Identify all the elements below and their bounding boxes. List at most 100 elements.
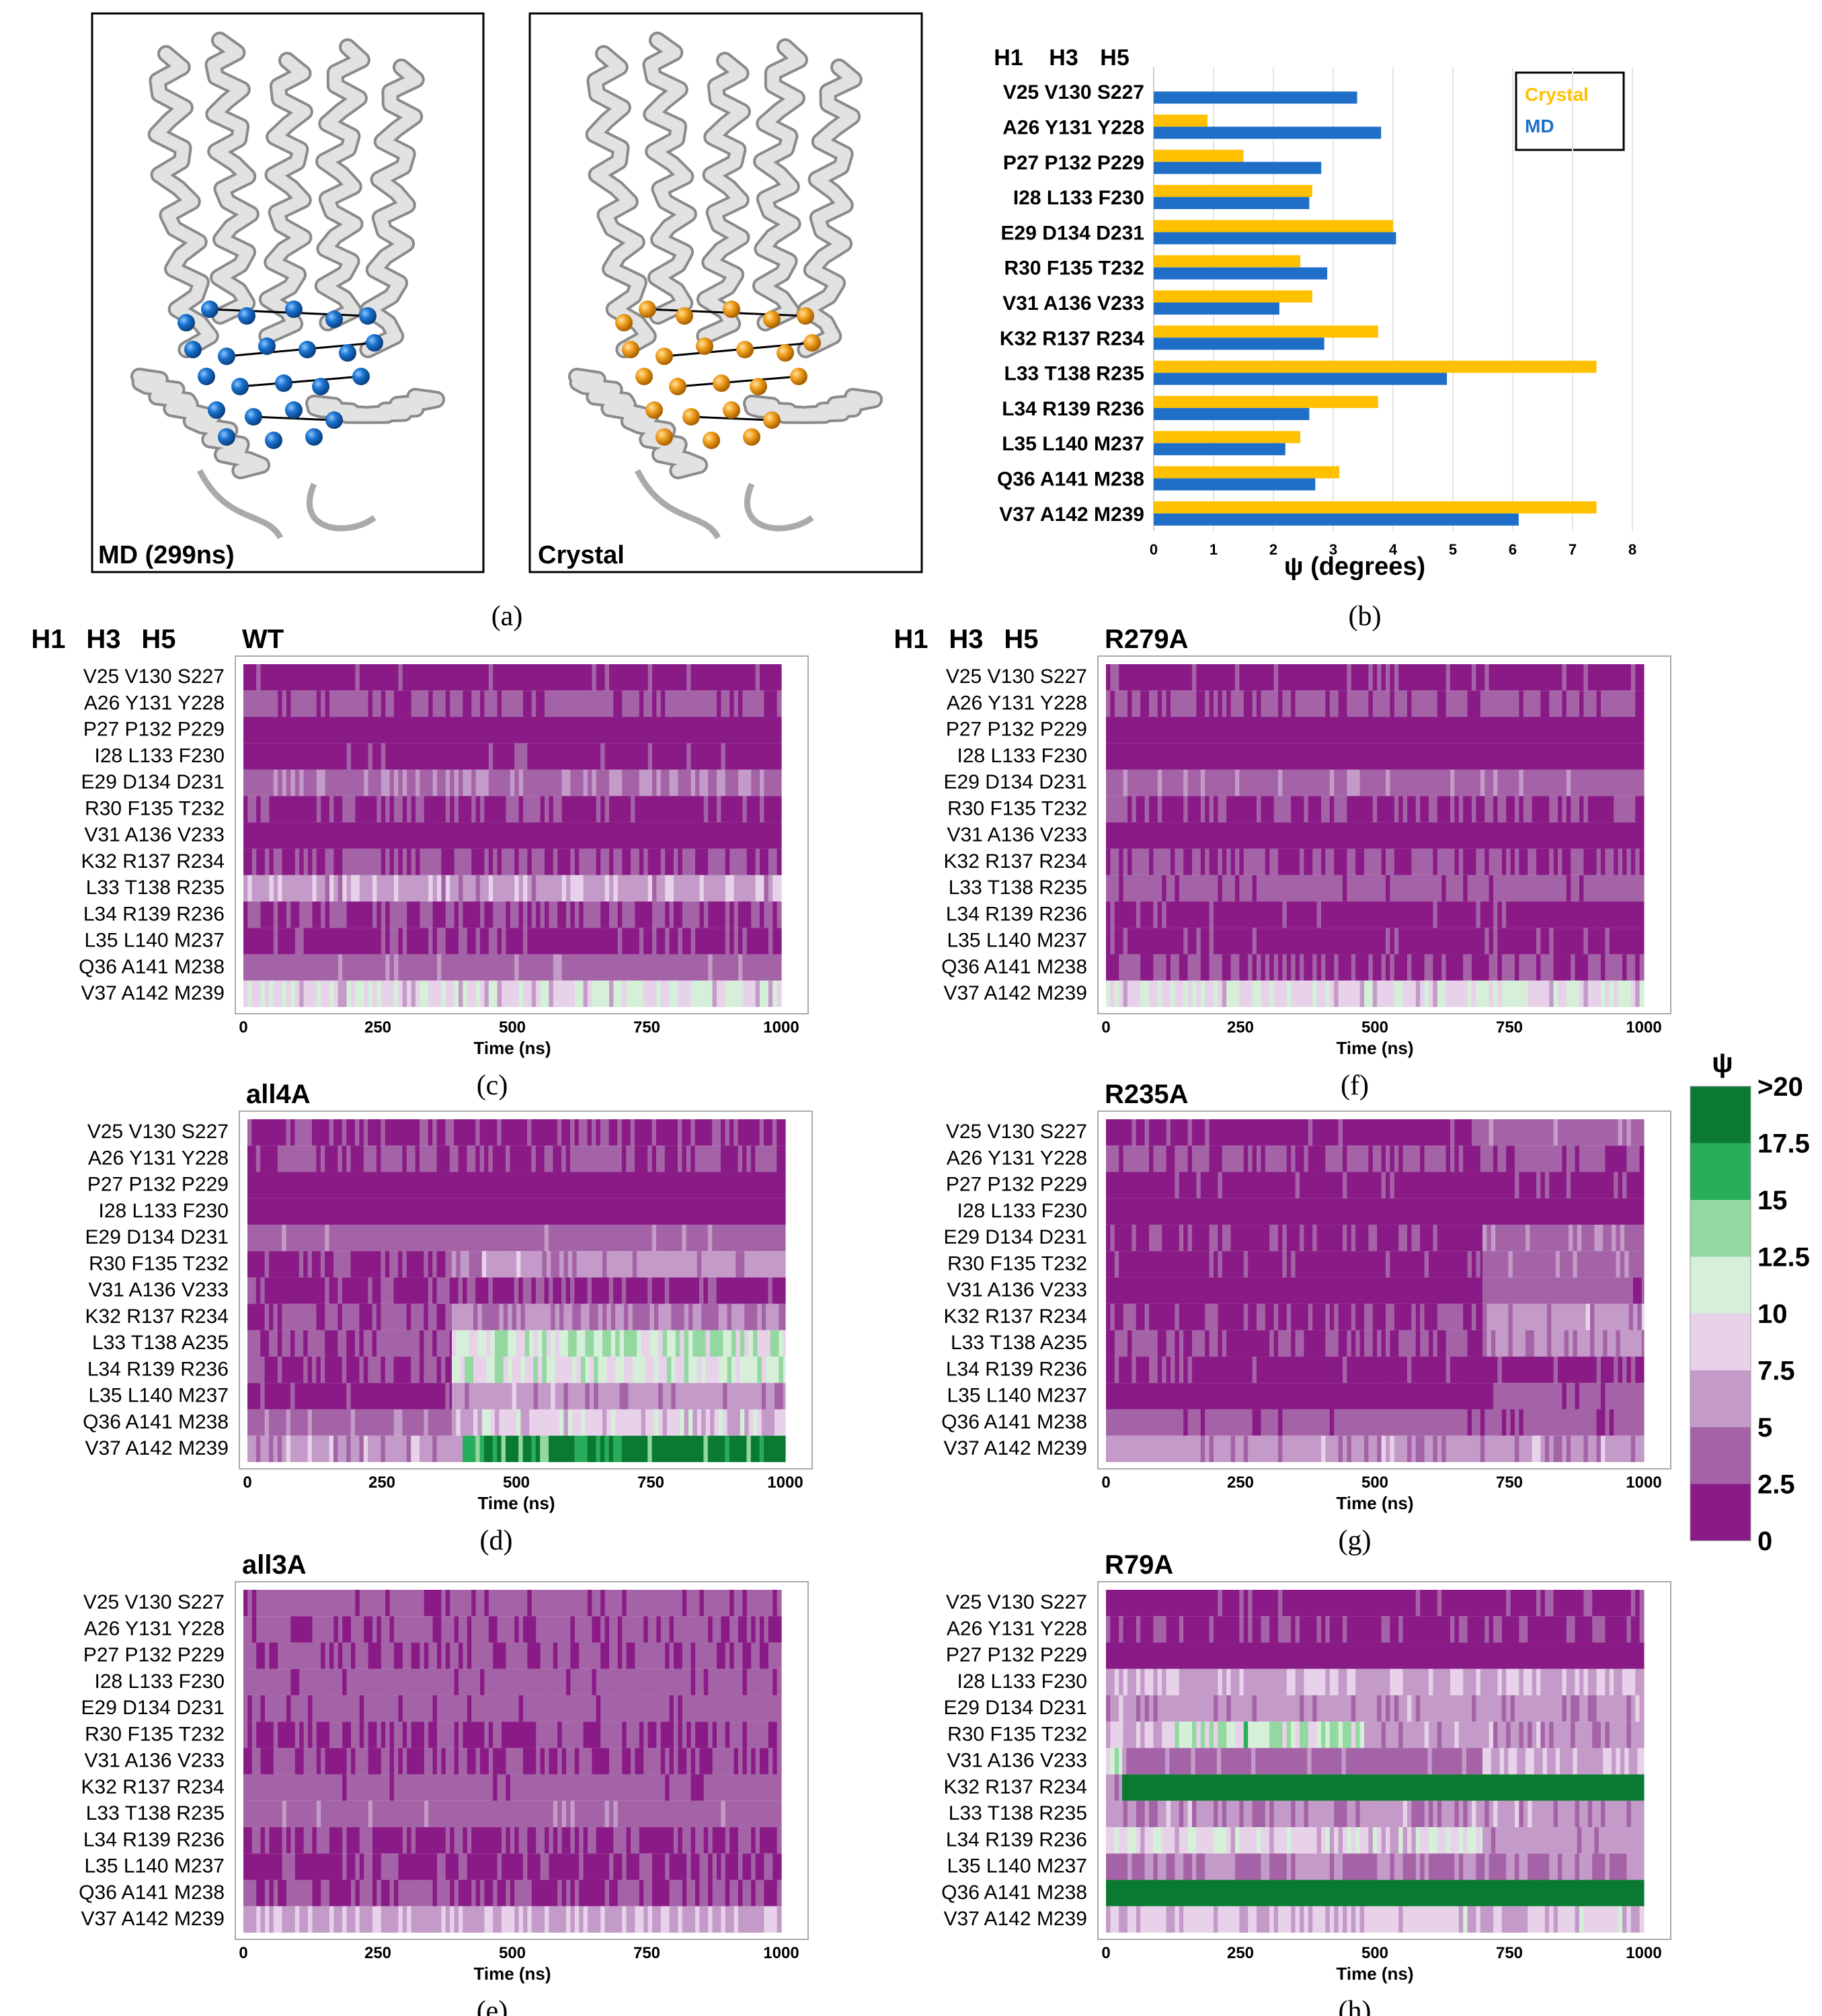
heatmap-cell	[1476, 928, 1481, 955]
heatmap-cell	[742, 980, 748, 1007]
heatmap-cell	[760, 690, 764, 717]
heatmap-cell	[557, 822, 563, 849]
heatmap-cell	[662, 1383, 668, 1410]
heatmap-cell	[329, 1383, 334, 1410]
heatmap-cell	[1300, 848, 1304, 875]
heatmap-cell	[690, 980, 696, 1007]
heatmap-cell	[1390, 743, 1395, 770]
heatmap-cell	[286, 769, 291, 797]
heatmap-cell	[1493, 769, 1498, 797]
heatmap-cell	[1304, 928, 1309, 955]
heatmap-cell	[445, 980, 450, 1007]
heatmap-cell	[1450, 822, 1455, 849]
heatmap-cell	[1523, 848, 1528, 875]
heatmap-cell	[286, 796, 291, 823]
heatmap-cell	[471, 848, 477, 875]
heatmap-cell	[290, 1277, 295, 1304]
heatmap-cell	[255, 1330, 261, 1357]
bar-md	[1154, 443, 1285, 456]
heatmap-cell	[639, 954, 644, 981]
heatmap-cell	[398, 717, 403, 743]
bar-md	[1154, 232, 1396, 245]
heatmap-cell	[394, 928, 399, 955]
heatmap-cell	[1415, 848, 1421, 875]
heatmap-cell	[251, 1383, 257, 1410]
heatmap-cell	[497, 928, 502, 955]
heatmap-cell	[1200, 822, 1205, 849]
heatmap-cell	[355, 1383, 360, 1410]
heatmap-cell	[1325, 901, 1331, 928]
heatmap-cell	[1162, 928, 1167, 955]
heatmap-cell	[727, 1251, 732, 1278]
heatmap-cell	[320, 1277, 325, 1304]
heatmap-cell	[1321, 954, 1326, 981]
heatmap-cell	[1243, 822, 1249, 849]
heatmap-cell	[1493, 928, 1498, 955]
heatmap-cell	[415, 1303, 420, 1330]
heatmap-cell	[1441, 954, 1447, 981]
heatmap-cell	[736, 1251, 741, 1278]
heatmap-cell	[678, 901, 683, 928]
heatmap-cell	[678, 822, 683, 849]
heatmap-cell	[469, 1357, 474, 1383]
heatmap-cell	[1187, 901, 1193, 928]
heatmap-cell	[273, 769, 278, 797]
heatmap-cell	[247, 690, 253, 717]
heatmap-cell	[333, 875, 339, 902]
heatmap-cell	[645, 1409, 650, 1436]
heatmap-cell	[729, 954, 735, 981]
heatmap-cell	[459, 664, 463, 691]
bar-category-label: L35 L140 M237	[1002, 433, 1144, 455]
heatmap-cell	[1635, 822, 1640, 849]
heatmap-cell	[368, 1330, 373, 1357]
heatmap-cell	[536, 796, 541, 823]
heatmap-cell	[712, 796, 717, 823]
heatmap-cell	[333, 848, 339, 875]
heatmap-cell	[437, 928, 442, 955]
heatmap-cell	[480, 743, 485, 770]
heatmap-cell	[359, 1303, 364, 1330]
residue-sphere	[299, 341, 316, 358]
heatmap-cell	[1282, 980, 1288, 1007]
heatmap-cell	[538, 1409, 543, 1436]
heatmap-cell	[402, 875, 407, 902]
heatmap-cell	[1355, 822, 1361, 849]
heatmap-cell	[512, 1251, 517, 1278]
heatmap-cell	[1273, 954, 1279, 981]
heatmap-cell	[477, 1383, 483, 1410]
heatmap-cell	[731, 1330, 736, 1357]
heatmap-cell	[578, 1224, 584, 1252]
heatmap-cell	[680, 1383, 685, 1410]
heatmap-cell	[1515, 848, 1519, 875]
heatmap-cell	[626, 1119, 631, 1146]
heatmap-cell	[1351, 875, 1356, 902]
heatmap-cell	[406, 1277, 411, 1304]
heatmap-cell	[1420, 664, 1425, 691]
heatmap-cell	[729, 717, 735, 743]
heatmap-cell	[686, 901, 692, 928]
heatmap-cell	[273, 980, 278, 1007]
heatmap-cell	[1476, 848, 1481, 875]
heatmap-cell	[449, 1145, 454, 1172]
heatmap-cell	[351, 796, 356, 823]
heatmap-cell	[1243, 901, 1249, 928]
crystal-image-caption: Crystal	[538, 541, 625, 569]
heatmap-cell	[1218, 875, 1223, 902]
heatmap-cell	[1338, 743, 1343, 770]
bar-legend: Crystal MD	[1515, 71, 1625, 151]
heatmap-cell	[402, 796, 407, 823]
heatmap-cell	[346, 796, 352, 823]
heatmap-cell	[1480, 717, 1485, 743]
heatmap-cell	[1635, 980, 1640, 1007]
heatmap-cell	[613, 822, 619, 849]
heatmap-cell	[1209, 875, 1214, 902]
heatmap-cell	[1278, 901, 1283, 928]
heatmap-cell	[463, 717, 468, 743]
heatmap-cell	[1493, 690, 1498, 717]
heatmap-cell	[1257, 928, 1261, 955]
heatmap-cell	[1343, 796, 1347, 823]
heatmap-cell	[303, 875, 309, 902]
heatmap-cell	[1386, 980, 1390, 1007]
heatmap-cell	[1381, 743, 1386, 770]
heatmap-cell	[566, 954, 571, 981]
